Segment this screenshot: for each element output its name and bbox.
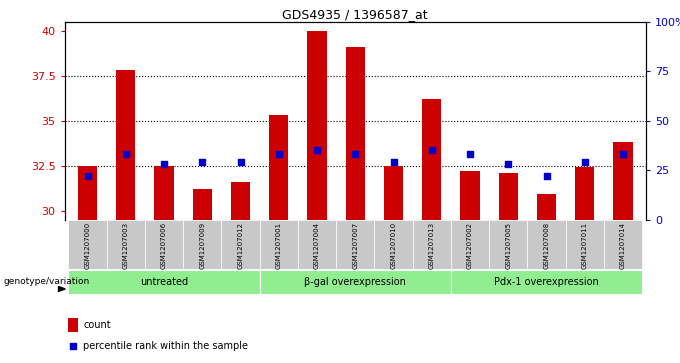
Bar xyxy=(154,166,173,220)
Text: untreated: untreated xyxy=(140,277,188,287)
Text: GSM1207008: GSM1207008 xyxy=(543,222,549,269)
Bar xyxy=(498,173,518,220)
Point xyxy=(503,161,514,167)
Point xyxy=(235,159,246,165)
Text: GSM1207011: GSM1207011 xyxy=(582,222,588,269)
Bar xyxy=(537,195,556,220)
Point xyxy=(82,173,93,179)
Bar xyxy=(489,220,528,269)
Text: GSM1207013: GSM1207013 xyxy=(429,222,435,269)
Bar xyxy=(413,220,451,269)
Bar xyxy=(67,318,78,332)
Bar xyxy=(260,270,451,294)
Text: GSM1207003: GSM1207003 xyxy=(123,222,129,269)
Bar xyxy=(269,115,288,220)
Text: GSM1207009: GSM1207009 xyxy=(199,222,205,269)
Text: β-gal overexpression: β-gal overexpression xyxy=(305,277,406,287)
Bar xyxy=(298,220,336,269)
Point xyxy=(158,161,169,167)
Text: GSM1207002: GSM1207002 xyxy=(467,222,473,269)
Point xyxy=(67,343,78,349)
Bar xyxy=(336,220,375,269)
Text: GSM1207007: GSM1207007 xyxy=(352,222,358,269)
Bar xyxy=(528,220,566,269)
Text: GSM1207004: GSM1207004 xyxy=(314,222,320,269)
Bar xyxy=(69,270,260,294)
Bar xyxy=(384,166,403,220)
Point xyxy=(273,151,284,157)
Bar xyxy=(107,220,145,269)
Bar xyxy=(345,47,365,220)
Bar xyxy=(460,171,479,220)
Text: count: count xyxy=(83,320,111,330)
Bar xyxy=(145,220,183,269)
Polygon shape xyxy=(58,286,65,291)
Point xyxy=(464,151,475,157)
Point xyxy=(541,173,552,179)
Point xyxy=(120,151,131,157)
Bar xyxy=(451,270,642,294)
Text: GSM1207014: GSM1207014 xyxy=(620,222,626,269)
Text: GSM1207012: GSM1207012 xyxy=(237,222,243,269)
Point xyxy=(388,159,399,165)
Bar xyxy=(78,166,97,220)
Bar xyxy=(604,220,642,269)
Bar xyxy=(566,220,604,269)
Title: GDS4935 / 1396587_at: GDS4935 / 1396587_at xyxy=(282,8,428,21)
Bar xyxy=(222,220,260,269)
Text: GSM1207006: GSM1207006 xyxy=(161,222,167,269)
Point xyxy=(350,151,360,157)
Bar xyxy=(183,220,222,269)
Bar xyxy=(260,220,298,269)
Bar xyxy=(613,142,632,220)
Bar xyxy=(192,189,212,220)
Point xyxy=(426,147,437,153)
Text: GSM1207010: GSM1207010 xyxy=(390,222,396,269)
Bar xyxy=(575,167,594,220)
Bar xyxy=(375,220,413,269)
Point xyxy=(617,151,628,157)
Text: Pdx-1 overexpression: Pdx-1 overexpression xyxy=(494,277,599,287)
Text: percentile rank within the sample: percentile rank within the sample xyxy=(83,341,248,351)
Text: GSM1207005: GSM1207005 xyxy=(505,222,511,269)
Text: genotype/variation: genotype/variation xyxy=(3,277,90,286)
Text: GSM1207001: GSM1207001 xyxy=(276,222,282,269)
Bar xyxy=(69,220,107,269)
Point xyxy=(197,159,207,165)
Bar xyxy=(451,220,489,269)
Bar xyxy=(231,182,250,220)
Bar xyxy=(116,70,135,220)
Bar xyxy=(307,31,326,220)
Point xyxy=(311,147,322,153)
Point xyxy=(579,159,590,165)
Text: GSM1207000: GSM1207000 xyxy=(84,222,90,269)
Bar xyxy=(422,99,441,220)
